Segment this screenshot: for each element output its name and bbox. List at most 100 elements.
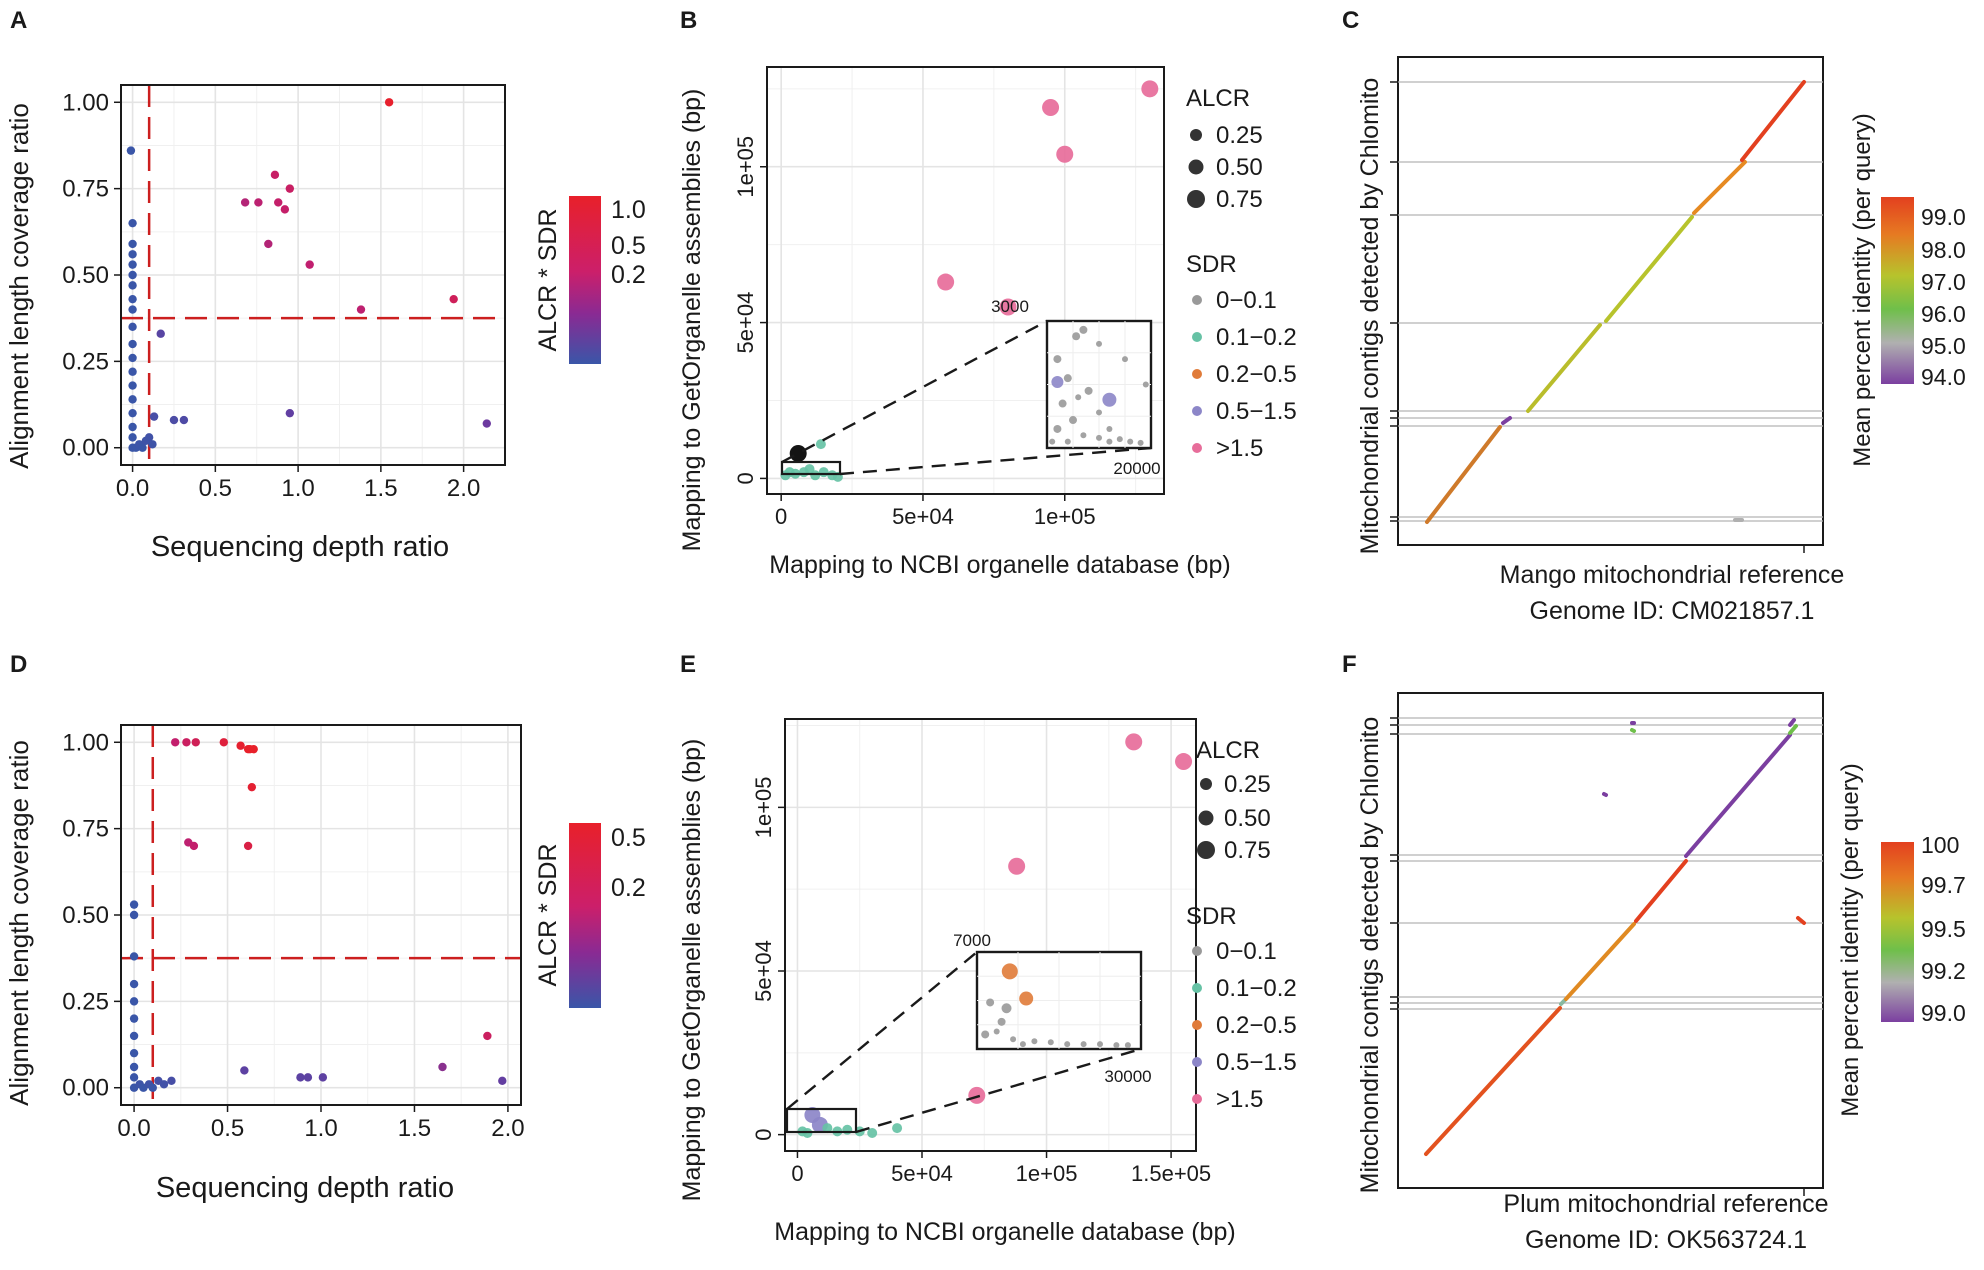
plot-background <box>785 719 1196 1151</box>
inset-point <box>1072 332 1081 341</box>
panel-e-color-legend: SDR 0−0.1 0.1−0.2 0.2−0.5 0.5−1.5 >1.5 <box>1186 903 1297 1113</box>
inset-point <box>1051 375 1064 388</box>
data-point <box>129 952 139 961</box>
zoom-box <box>780 460 842 476</box>
inset-point <box>1069 416 1077 425</box>
data-point <box>968 1086 986 1104</box>
inset-point <box>1019 1041 1026 1048</box>
data-point <box>999 298 1017 316</box>
data-point <box>482 419 491 428</box>
data-point <box>128 322 137 332</box>
data-point <box>126 146 136 155</box>
size-legend-dot <box>1198 810 1214 826</box>
data-point <box>810 470 821 481</box>
data-point <box>171 738 180 747</box>
x-tick-label: 1e+05 <box>1016 1161 1078 1186</box>
inset-point <box>1031 1038 1038 1045</box>
data-point <box>318 1073 328 1082</box>
panel-e-plot: 0 5e+04 1e+05 1.5e+05 0 5e+04 1e+05 <box>751 718 1211 1186</box>
inset-point <box>1113 1042 1120 1049</box>
data-point <box>129 1048 139 1058</box>
color-legend-dot <box>1192 369 1202 379</box>
data-point <box>789 444 807 462</box>
inset-point <box>997 1017 1006 1026</box>
panel-b-color-legend-label: 0.5−1.5 <box>1216 398 1297 425</box>
panel-f: F <box>1342 651 1966 1254</box>
y-tick-label: 1e+05 <box>733 136 758 198</box>
zoom-box <box>785 1107 858 1134</box>
panel-c-ylabel: Mitochondrial contigs detected by Chlomi… <box>1356 78 1384 555</box>
inset-point <box>1053 424 1062 433</box>
inset-point <box>1127 438 1134 445</box>
data-point <box>303 1073 313 1082</box>
zoom-connector <box>786 951 978 1110</box>
panel-b-size-legend-label: 0.50 <box>1216 154 1263 181</box>
panel-c-colorbar <box>1881 197 1914 384</box>
panel-f-legend-label: 99.7 <box>1921 872 1966 898</box>
data-point <box>128 270 137 280</box>
x-tick-label: 1.5 <box>398 1115 431 1142</box>
y-tick-label: 0.25 <box>62 988 109 1015</box>
panel-f-letter: F <box>1342 651 1357 678</box>
data-point <box>128 433 137 442</box>
inset-point <box>1001 1003 1012 1014</box>
data-point <box>822 1123 833 1134</box>
panel-b-size-legend-label: 0.75 <box>1216 186 1263 213</box>
y-tick-label: 0.75 <box>62 176 109 203</box>
inset-point <box>1106 438 1113 445</box>
y-tick-label: 0.00 <box>62 1075 109 1102</box>
inset-point <box>1019 991 1034 1006</box>
color-legend-dot <box>1192 1094 1202 1104</box>
panel-f-ylabel: Mitochondrial contigs detected by Chlomi… <box>1356 717 1384 1194</box>
data-point <box>1056 145 1074 163</box>
panel-c: C <box>1342 7 1966 625</box>
data-point <box>438 1062 447 1072</box>
data-point <box>148 1083 157 1092</box>
size-legend-dot <box>1200 778 1212 790</box>
data-point <box>189 841 199 851</box>
data-point <box>149 412 159 421</box>
data-point <box>128 281 137 290</box>
data-point <box>1042 99 1060 117</box>
data-point <box>128 260 137 269</box>
size-legend-dot <box>1190 129 1202 141</box>
data-point <box>937 273 955 291</box>
color-legend-dot <box>1192 983 1202 993</box>
panel-f-xlabel2: Genome ID: OK563724.1 <box>1525 1226 1807 1254</box>
panel-d-letter: D <box>10 651 27 678</box>
panel-a-colorbar <box>569 196 601 364</box>
data-point <box>128 422 137 432</box>
panel-b-size-legend-title: ALCR <box>1186 85 1250 112</box>
color-legend-dot <box>1192 332 1202 342</box>
data-point <box>236 741 245 750</box>
inset-point <box>1116 436 1123 443</box>
panel-b-color-legend-label: 0−0.1 <box>1216 287 1277 314</box>
inset-point <box>1001 963 1018 980</box>
panel-f-contig-lines <box>1398 717 1823 1010</box>
panel-b-color-legend-label: 0.1−0.2 <box>1216 324 1297 351</box>
x-tick-label: 0 <box>791 1161 803 1186</box>
plot-frame <box>766 66 1165 495</box>
zoom-connector <box>781 319 1048 464</box>
panel-c-legend-title: Mean percent identity (per query) <box>1849 113 1876 467</box>
data-point <box>129 997 139 1006</box>
y-tick-label: 0 <box>751 1129 776 1141</box>
data-point <box>274 198 283 207</box>
data-point <box>179 415 189 425</box>
x-tick-label: 5e+04 <box>892 504 954 529</box>
inset-point <box>1064 438 1071 445</box>
panel-d-plot: 0.0 0.5 1.0 1.5 2.0 0.00 0.25 0.50 0.75 1.00 <box>62 724 525 1142</box>
data-point <box>129 1014 139 1023</box>
panel-e-color-legend-label: 0.5−1.5 <box>1216 1049 1297 1076</box>
panel-c-color-legend: Mean percent identity (per query) 99.0 9… <box>1849 113 1966 467</box>
data-point <box>128 218 137 228</box>
panel-a-letter: A <box>10 7 27 34</box>
y-tick-label: 0 <box>733 472 758 484</box>
inset-point <box>986 998 995 1007</box>
y-tick-label: 0.50 <box>62 262 109 289</box>
panel-e-color-legend-label: 0−0.1 <box>1216 938 1277 965</box>
panel-e-color-legend-label: 0.2−0.5 <box>1216 1012 1297 1039</box>
inset-point <box>1049 438 1056 445</box>
inset-point <box>1064 1041 1071 1048</box>
